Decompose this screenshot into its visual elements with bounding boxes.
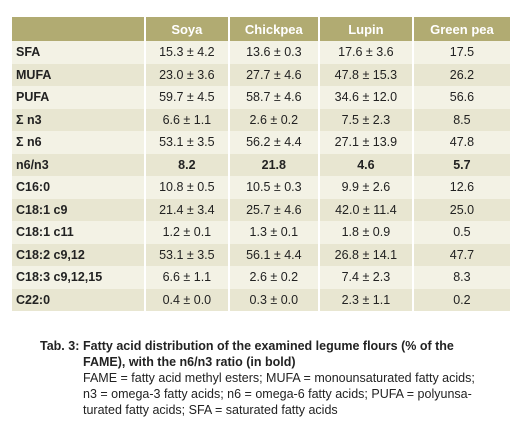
cell: 0.3 ± 0.0 [227,288,319,311]
table-row: Σ n6 53.1 ± 3.5 56.2 ± 4.4 27.1 ± 13.9 47.8 [12,131,510,154]
cell: 2.3 ± 1.1 [317,288,413,311]
cell: 21.4 ± 3.4 [143,198,229,221]
row-label: Σ n6 [12,131,145,154]
column-header: Lupin [317,17,413,41]
cell: 56.1 ± 4.4 [227,243,319,266]
row-label: C18:1 c11 [12,221,145,244]
cell: 53.1 ± 3.5 [143,131,229,154]
cell: 6.6 ± 1.1 [143,266,229,289]
column-header: Soya [143,17,229,41]
cell: 56.6 [411,86,510,109]
cell: 6.6 ± 1.1 [143,108,229,131]
row-label: C18:1 c9 [12,198,145,221]
cell: 21.8 [227,153,319,176]
table-row: C18:2 c9,12 53.1 ± 3.5 56.1 ± 4.4 26.8 ± 14… [12,243,510,266]
column-header: Green pea [411,17,510,41]
header-row: Soya Chickpea Lupin Green pea [12,17,510,41]
cell: 58.7 ± 4.6 [227,86,319,109]
cell: 1.2 ± 0.1 [143,221,229,244]
cell: 26.8 ± 14.1 [317,243,413,266]
row-label: PUFA [12,86,145,109]
table-row: C18:3 c9,12,15 6.6 ± 1.1 2.6 ± 0.2 7.4 ± 2.… [12,266,510,289]
row-label: n6/n3 [12,153,145,176]
cell: 15.3 ± 4.2 [143,41,229,64]
cell: 10.8 ± 0.5 [143,176,229,199]
caption: Tab. 3: Fatty acid distribution of the e… [40,338,475,418]
cell: 7.5 ± 2.3 [317,108,413,131]
cell: 8.3 [411,266,510,289]
cell: 25.7 ± 4.6 [227,198,319,221]
cell: 8.2 [143,153,229,176]
caption-body: Fatty acid distribution of the examined … [83,338,475,418]
cell: 59.7 ± 4.5 [143,86,229,109]
caption-title: Fatty acid distribution of the examined … [83,339,454,353]
table-row: C22:0 0.4 ± 0.0 0.3 ± 0.0 2.3 ± 1.1 0.2 [12,288,510,311]
cell: 1.8 ± 0.9 [317,221,413,244]
row-label: C22:0 [12,288,145,311]
caption-text: n3 = omega-3 fatty acids; n6 = omega-6 f… [83,387,472,401]
row-label: SFA [12,41,145,64]
caption-text: turated fatty acids; SFA = saturated fat… [83,403,338,417]
cell: 34.6 ± 12.0 [317,86,413,109]
cell: 42.0 ± 11.4 [317,198,413,221]
cell: 4.6 [317,153,413,176]
cell: 2.6 ± 0.2 [227,266,319,289]
row-label: C16:0 [12,176,145,199]
cell: 2.6 ± 0.2 [227,108,319,131]
cell: 56.2 ± 4.4 [227,131,319,154]
cell: 8.5 [411,108,510,131]
cell: 10.5 ± 0.3 [227,176,319,199]
cell: 13.6 ± 0.3 [227,41,319,64]
caption-title: FAME), with the n6/n3 ratio (in bold) [83,355,296,369]
cell: 17.6 ± 3.6 [317,41,413,64]
caption-label: Tab. 3: [40,339,80,353]
table-row: C18:1 c11 1.2 ± 0.1 1.3 ± 0.1 1.8 ± 0.9 0.5 [12,221,510,244]
table-row: C16:0 10.8 ± 0.5 10.5 ± 0.3 9.9 ± 2.6 12.6 [12,176,510,199]
row-label: C18:2 c9,12 [12,243,145,266]
cell: 9.9 ± 2.6 [317,176,413,199]
cell: 47.7 [411,243,510,266]
row-label: MUFA [12,63,145,86]
table-row: PUFA 59.7 ± 4.5 58.7 ± 4.6 34.6 ± 12.0 56.6 [12,86,510,109]
cell: 47.8 ± 15.3 [317,63,413,86]
table-row: SFA 15.3 ± 4.2 13.6 ± 0.3 17.6 ± 3.6 17.5 [12,41,510,64]
cell: 5.7 [411,153,510,176]
cell: 0.5 [411,221,510,244]
corner [12,17,145,41]
table-row: MUFA 23.0 ± 3.6 27.7 ± 4.6 47.8 ± 15.3 26.2 [12,63,510,86]
cell: 0.4 ± 0.0 [143,288,229,311]
cell: 7.4 ± 2.3 [317,266,413,289]
cell: 27.7 ± 4.6 [227,63,319,86]
table-row: C18:1 c9 21.4 ± 3.4 25.7 ± 4.6 42.0 ± 11.4 2… [12,198,510,221]
cell: 0.2 [411,288,510,311]
cell: 12.6 [411,176,510,199]
cell: 1.3 ± 0.1 [227,221,319,244]
cell: 17.5 [411,41,510,64]
cell: 47.8 [411,131,510,154]
cell: 26.2 [411,63,510,86]
caption-text: FAME = fatty acid methyl esters; MUFA = … [83,371,475,385]
row-label: C18:3 c9,12,15 [12,266,145,289]
column-header: Chickpea [227,17,319,41]
cell: 53.1 ± 3.5 [143,243,229,266]
row-label: Σ n3 [12,108,145,131]
table-row: n6/n3 8.2 21.8 4.6 5.7 [12,153,510,176]
cell: 25.0 [411,198,510,221]
table-row: Σ n3 6.6 ± 1.1 2.6 ± 0.2 7.5 ± 2.3 8.5 [12,108,510,131]
cell: 23.0 ± 3.6 [143,63,229,86]
cell: 27.1 ± 13.9 [317,131,413,154]
table: Soya Chickpea Lupin Green pea SFA 15.3 ± 4.2 1… [12,17,510,311]
